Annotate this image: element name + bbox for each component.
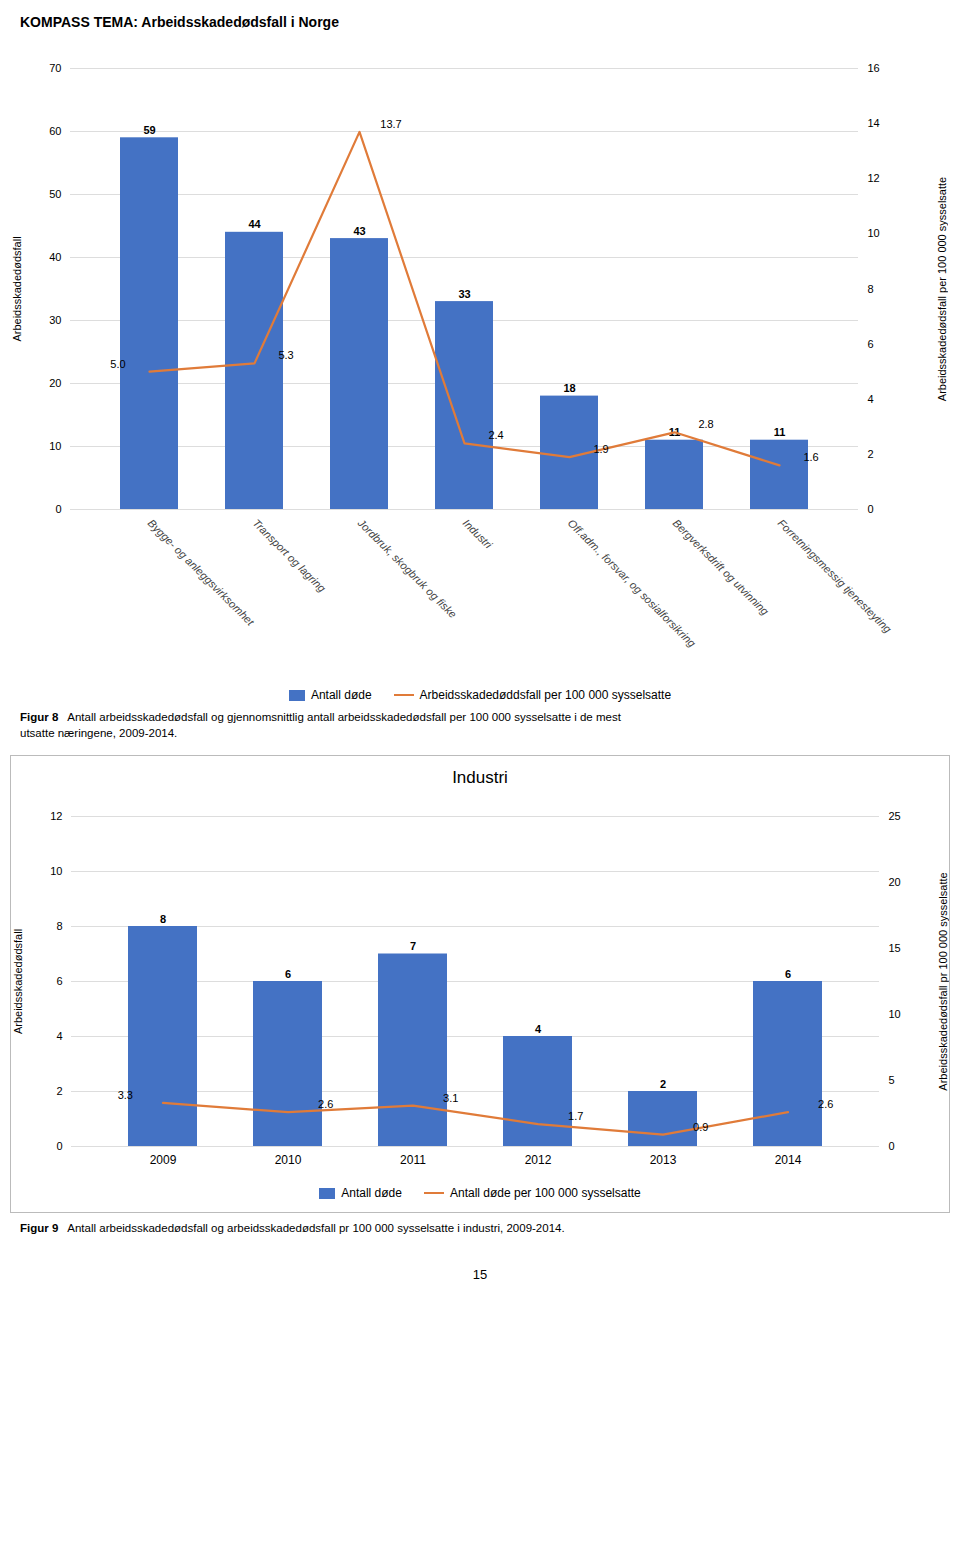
svg-text:5.3: 5.3 — [278, 349, 293, 361]
svg-text:Arbeidsskadedødsfall per 100 0: Arbeidsskadedødsfall per 100 000 syssels… — [936, 177, 948, 401]
svg-text:2014: 2014 — [775, 1153, 802, 1167]
svg-text:70: 70 — [49, 62, 61, 74]
html-text:Figur 8 Antall arbeidsskadedød: Figur 8 Antall arbeidsskadedødsfall og g… — [20, 711, 621, 739]
svg-text:10: 10 — [868, 227, 880, 239]
svg-text:Arbeidsskadedødsfall pr 100 00: Arbeidsskadedødsfall pr 100 000 sysselsa… — [937, 872, 949, 1090]
svg-text:50: 50 — [49, 188, 61, 200]
svg-text:40: 40 — [49, 251, 61, 263]
svg-text:3.1: 3.1 — [443, 1092, 458, 1104]
svg-text:6: 6 — [785, 968, 791, 980]
svg-text:0: 0 — [868, 503, 874, 515]
svg-text:11: 11 — [774, 426, 786, 438]
svg-text:2: 2 — [56, 1085, 62, 1097]
svg-text:1.7: 1.7 — [568, 1110, 583, 1122]
svg-text:7: 7 — [410, 940, 416, 952]
svg-text:2.4: 2.4 — [488, 429, 503, 441]
svg-text:6: 6 — [56, 975, 62, 987]
svg-text:59: 59 — [143, 124, 155, 136]
svg-text:Jordbruk, skogbruk og fiske: Jordbruk, skogbruk og fiske — [355, 516, 459, 620]
svg-text:1.6: 1.6 — [803, 451, 818, 463]
svg-text:10: 10 — [49, 440, 61, 452]
svg-text:2011: 2011 — [400, 1153, 426, 1167]
svg-text:0: 0 — [56, 1140, 62, 1152]
svg-text:Arbeidsskadedødsfall: Arbeidsskadedødsfall — [12, 929, 24, 1034]
svg-text:Bergverksdrift og utvinning: Bergverksdrift og utvinning — [671, 517, 772, 618]
html-text:Antall døde per 100 000 syssel: Antall døde per 100 000 sysselsatte — [450, 1186, 641, 1200]
svg-text:5.0: 5.0 — [110, 358, 125, 370]
svg-text:0.9: 0.9 — [693, 1121, 708, 1133]
svg-text:Industri: Industri — [461, 517, 495, 551]
html-text:Arbeidsskadedøddsfall per 100: Arbeidsskadedøddsfall per 100 000 syssel… — [419, 688, 672, 702]
svg-text:12: 12 — [868, 172, 880, 184]
svg-text:60: 60 — [49, 125, 61, 137]
svg-text:6: 6 — [285, 968, 291, 980]
svg-text:2.8: 2.8 — [698, 418, 713, 430]
svg-text:8: 8 — [868, 283, 874, 295]
svg-text:Transport og lagring: Transport og lagring — [251, 517, 329, 595]
svg-text:4: 4 — [56, 1030, 62, 1042]
svg-text:2: 2 — [868, 448, 874, 460]
html-text:Figur 9 Antall arbeidsskadedød: Figur 9 Antall arbeidsskadedødsfall og a… — [20, 1222, 565, 1234]
svg-text:30: 30 — [49, 314, 61, 326]
svg-text:6: 6 — [868, 338, 874, 350]
svg-text:2010: 2010 — [275, 1153, 302, 1167]
svg-text:14: 14 — [868, 117, 880, 129]
svg-text:0: 0 — [55, 503, 61, 515]
svg-text:1.9: 1.9 — [593, 443, 608, 455]
svg-text:2009: 2009 — [150, 1153, 177, 1167]
svg-text:Arbeidsskadedødsfall: Arbeidsskadedødsfall — [11, 236, 23, 341]
svg-text:Bygge- og anleggsvirksomhet: Bygge- og anleggsvirksomhet — [146, 517, 258, 629]
svg-text:33: 33 — [458, 288, 470, 300]
svg-text:43: 43 — [353, 225, 365, 237]
html-text:Industri: Industri — [452, 768, 508, 787]
html-text:KOMPASS TEMA: Arbeidsskadedøds: KOMPASS TEMA: Arbeidsskadedødsfall i Nor… — [20, 14, 339, 30]
svg-text:2.6: 2.6 — [818, 1098, 833, 1110]
svg-text:8: 8 — [56, 920, 62, 932]
svg-text:20: 20 — [889, 876, 901, 888]
svg-text:4: 4 — [868, 393, 874, 405]
svg-text:12: 12 — [50, 810, 62, 822]
svg-text:0: 0 — [889, 1140, 895, 1152]
svg-text:44: 44 — [248, 218, 261, 230]
svg-text:4: 4 — [535, 1023, 542, 1035]
svg-text:8: 8 — [160, 913, 166, 925]
svg-text:18: 18 — [563, 382, 575, 394]
svg-text:20: 20 — [49, 377, 61, 389]
svg-text:10: 10 — [50, 865, 62, 877]
svg-text:15: 15 — [889, 942, 901, 954]
html-text:15: 15 — [472, 1266, 488, 1282]
html-text:Antall døde: Antall døde — [341, 1186, 402, 1200]
svg-text:11: 11 — [668, 426, 681, 439]
svg-text:2013: 2013 — [650, 1153, 677, 1167]
svg-text:13.7: 13.7 — [380, 118, 401, 130]
svg-text:2012: 2012 — [525, 1153, 552, 1167]
svg-text:Off.adm., forsvar, og sosialfo: Off.adm., forsvar, og sosialforsikring — [566, 517, 699, 650]
svg-text:25: 25 — [889, 810, 901, 822]
svg-text:16: 16 — [868, 62, 880, 74]
svg-text:10: 10 — [889, 1008, 901, 1020]
svg-text:2.6: 2.6 — [318, 1098, 333, 1110]
svg-text:5: 5 — [889, 1074, 895, 1086]
html-text:Antall døde: Antall døde — [310, 688, 372, 702]
svg-text:Forretningsmessig tjenesteytin: Forretningsmessig tjenesteyting — [776, 517, 895, 636]
svg-text:3.3: 3.3 — [118, 1089, 133, 1101]
svg-text:2: 2 — [660, 1078, 666, 1090]
